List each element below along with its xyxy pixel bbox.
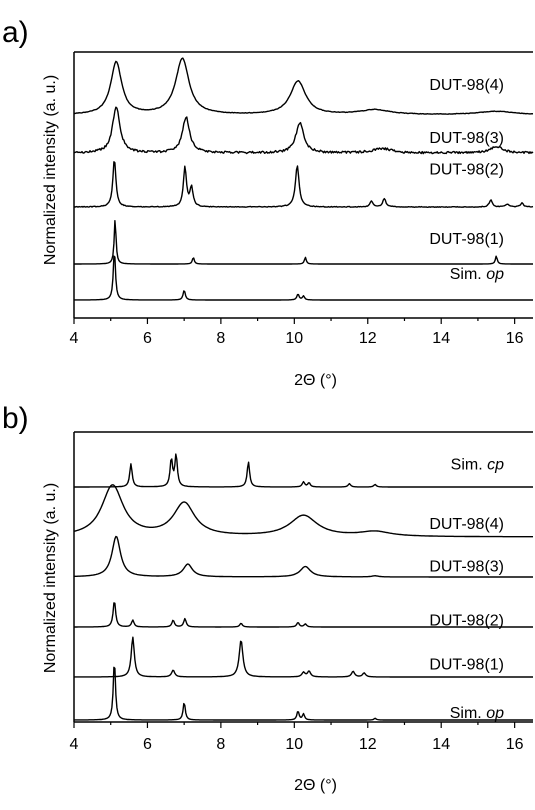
y-axis-title: Normalized intensity (a. u.) bbox=[42, 75, 59, 265]
series-label: DUT-98(2) bbox=[429, 161, 504, 178]
series-line bbox=[74, 453, 533, 488]
series-line bbox=[73, 57, 534, 115]
x-tick-label: 14 bbox=[432, 330, 450, 347]
series-label: DUT-98(3) bbox=[429, 558, 504, 575]
panel-a: a) 4 6 8 10 12 14 16 2Θ (°) Normalized intensity … bbox=[2, 16, 534, 389]
x-tick-label: 8 bbox=[216, 330, 225, 347]
series-line bbox=[74, 220, 533, 265]
x-tick-label: 10 bbox=[285, 736, 303, 753]
series-label: Sim. op bbox=[450, 705, 504, 722]
x-tick-label: 6 bbox=[143, 330, 152, 347]
series-line bbox=[73, 484, 533, 538]
x-tick-label: 8 bbox=[216, 736, 225, 753]
x-tick-label: 12 bbox=[359, 330, 377, 347]
x-tick-label: 12 bbox=[359, 736, 377, 753]
panel-label: a) bbox=[2, 16, 29, 49]
series-line bbox=[74, 255, 533, 301]
series-line bbox=[74, 602, 533, 628]
series-label: DUT-98(4) bbox=[429, 516, 504, 533]
series-line bbox=[73, 106, 534, 155]
series-label: Sim. op bbox=[450, 266, 504, 283]
series-line bbox=[73, 636, 533, 678]
y-axis-title: Normalized intensity (a. u.) bbox=[42, 483, 59, 673]
panel-b: b) 4 6 8 10 12 14 16 2Θ (°) Normalized intensity … bbox=[2, 402, 533, 794]
x-tick-label: 6 bbox=[143, 736, 152, 753]
x-axis-title: 2Θ (°) bbox=[294, 777, 337, 794]
panel-label: b) bbox=[2, 402, 29, 435]
series-line bbox=[74, 666, 533, 721]
x-tick-label: 14 bbox=[432, 736, 450, 753]
x-axis-title: 2Θ (°) bbox=[294, 372, 337, 389]
x-tick-label: 10 bbox=[285, 330, 303, 347]
series-label: DUT-98(2) bbox=[429, 612, 504, 629]
series-label: DUT-98(1) bbox=[429, 657, 504, 674]
series-line bbox=[73, 535, 533, 578]
x-tick-label: 4 bbox=[70, 736, 79, 753]
x-tick-label: 16 bbox=[506, 330, 524, 347]
x-tick-label: 4 bbox=[70, 330, 79, 347]
x-tick-label: 16 bbox=[506, 736, 524, 753]
series-label: DUT-98(4) bbox=[429, 77, 504, 94]
series-label: DUT-98(3) bbox=[429, 130, 504, 147]
series-line bbox=[73, 161, 534, 208]
series-label: DUT-98(1) bbox=[429, 231, 504, 248]
series-label: Sim. cp bbox=[451, 457, 504, 474]
